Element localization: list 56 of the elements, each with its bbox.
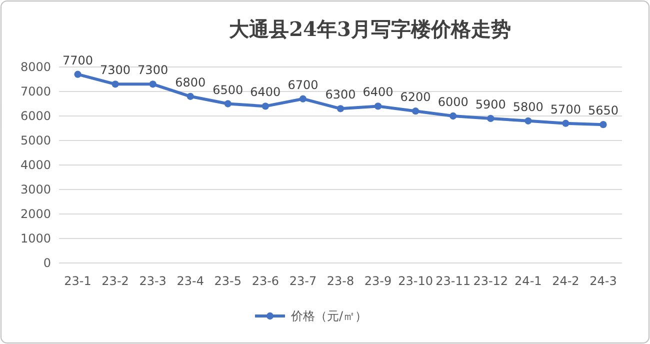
data-label: 6300 <box>325 88 356 102</box>
point <box>112 80 119 88</box>
point <box>224 100 232 108</box>
y-tick-label: 4000 <box>20 158 51 172</box>
point <box>336 105 344 112</box>
x-tick-label: 24-1 <box>514 274 542 288</box>
y-tick-label: 2000 <box>20 207 51 222</box>
y-tick-label: 5000 <box>20 134 51 148</box>
data-label: 6400 <box>250 85 281 100</box>
data-label: 5650 <box>588 104 619 118</box>
data-label: 7300 <box>100 63 131 78</box>
x-tick-label: 23-5 <box>214 274 242 288</box>
x-tick-label: 23-11 <box>436 274 471 288</box>
point <box>374 102 382 110</box>
x-tick-label: 23-7 <box>289 274 317 288</box>
point <box>487 114 494 122</box>
x-tick-label: 23-3 <box>139 274 166 288</box>
data-label: 7700 <box>62 53 94 68</box>
data-label: 7300 <box>138 63 168 78</box>
x-tick-label: 23-6 <box>252 274 280 288</box>
y-tick-label: 3000 <box>20 182 51 197</box>
point <box>562 120 570 127</box>
x-tick-label: 23-9 <box>364 274 392 288</box>
y-tick-label: 6000 <box>20 109 51 124</box>
data-label: 5900 <box>475 97 506 112</box>
x-tick-label: 24-3 <box>590 274 617 288</box>
point <box>299 95 307 102</box>
point <box>600 121 607 128</box>
x-tick-label: 23-2 <box>102 274 129 288</box>
y-tick-label: 8000 <box>20 60 51 74</box>
data-label: 5800 <box>512 100 544 114</box>
data-label: 6500 <box>212 82 244 97</box>
x-tick-label: 23-12 <box>473 274 508 288</box>
point <box>412 108 420 115</box>
point <box>74 70 82 78</box>
data-label: 6700 <box>288 78 318 92</box>
x-tick-label: 24-2 <box>552 274 580 288</box>
point <box>524 117 532 124</box>
data-label: 6400 <box>362 85 394 100</box>
data-label: 6200 <box>400 90 431 104</box>
legend-label: 价格（元/㎡） <box>290 309 368 324</box>
point <box>186 92 194 100</box>
point <box>149 80 156 88</box>
x-tick-label: 23-1 <box>64 274 92 288</box>
y-tick-label: 1000 <box>20 232 51 246</box>
x-tick-label: 23-4 <box>176 274 204 288</box>
y-tick-label: 0 <box>43 256 51 270</box>
x-tick-label: 23-8 <box>326 274 354 288</box>
data-label: 6000 <box>438 95 468 109</box>
chart-title: 大通县24年3月写字楼价格走势 <box>229 17 511 41</box>
y-tick-label: 7000 <box>20 84 51 99</box>
point <box>262 102 269 110</box>
point <box>450 112 457 120</box>
x-tick-label: 23-10 <box>398 274 434 288</box>
data-label: 5700 <box>550 102 581 116</box>
data-label: 6800 <box>175 75 206 90</box>
